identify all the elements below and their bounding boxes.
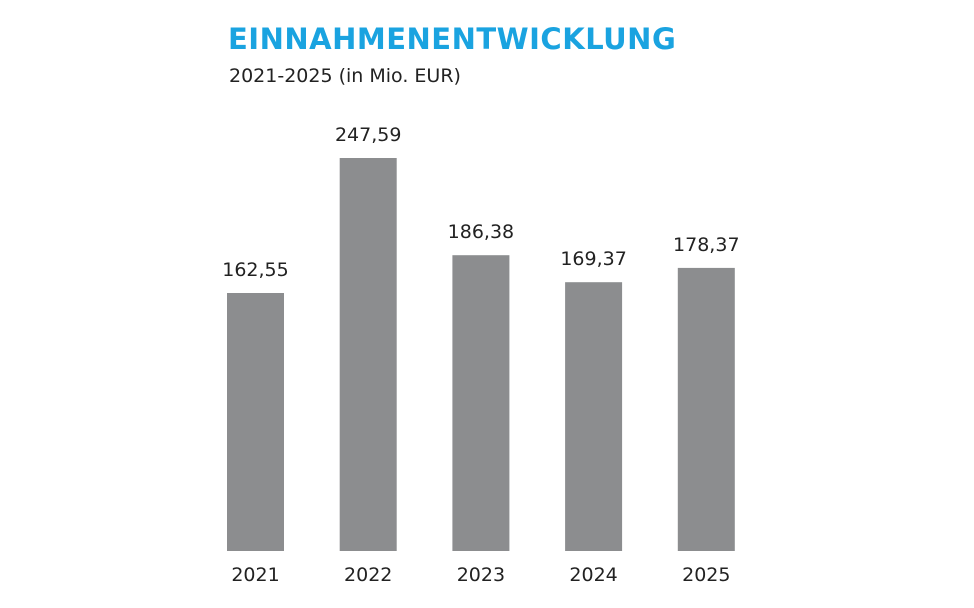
bar-2022 [339, 158, 397, 551]
value-labels-group: 162,55 247,59 186,38 169,37 178,37 [222, 124, 739, 281]
category-label-2021: 2021 [231, 564, 279, 586]
bar-2024 [565, 282, 623, 551]
bar-2023 [452, 255, 510, 551]
value-label-2022: 247,59 [335, 124, 401, 146]
category-label-2023: 2023 [457, 564, 505, 586]
bar-2025 [677, 267, 735, 551]
category-label-2024: 2024 [569, 564, 617, 586]
category-label-2022: 2022 [344, 564, 392, 586]
category-labels-group: 2021 2022 2023 2024 2025 [231, 564, 730, 586]
bar-2021 [227, 293, 284, 551]
chart-subtitle: 2021-2025 (in Mio. EUR) [229, 65, 461, 87]
chart-title: EINNAHMENENTWICKLUNG [228, 22, 677, 56]
category-label-2025: 2025 [682, 564, 730, 586]
bars-group [227, 158, 735, 551]
value-label-2025: 178,37 [673, 234, 739, 256]
value-label-2023: 186,38 [448, 221, 514, 243]
value-label-2024: 169,37 [560, 248, 626, 270]
value-label-2021: 162,55 [222, 259, 288, 281]
